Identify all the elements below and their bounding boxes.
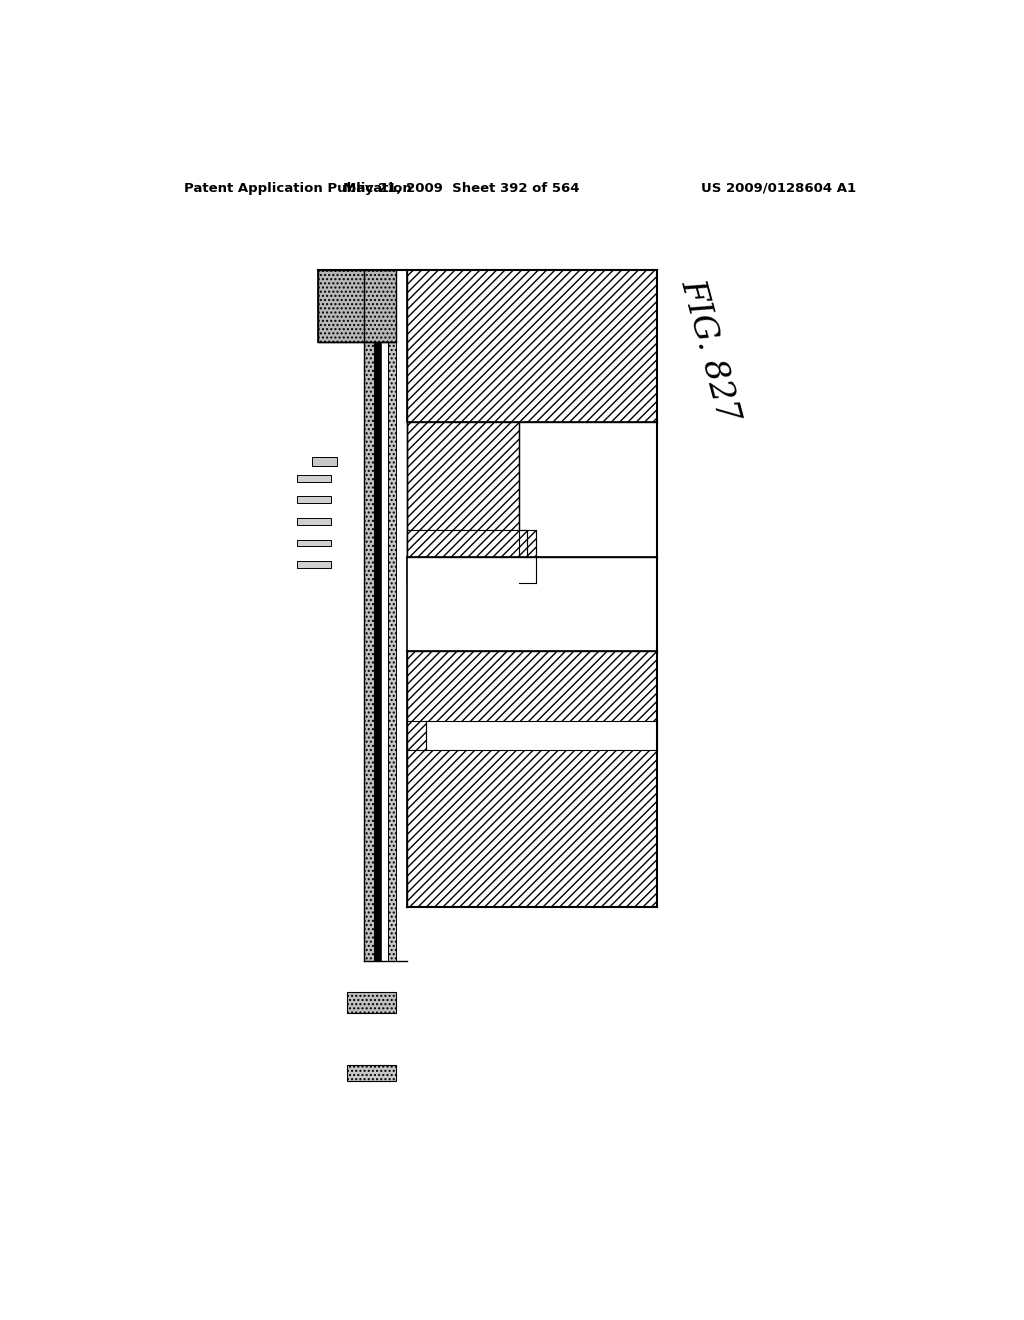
Bar xyxy=(388,271,396,961)
Bar xyxy=(297,561,331,568)
Bar xyxy=(297,496,331,503)
Bar xyxy=(346,991,396,1014)
Bar xyxy=(346,1065,396,1081)
Bar xyxy=(407,271,656,422)
Bar xyxy=(317,271,396,342)
Bar xyxy=(426,721,656,750)
Text: May 21, 2009  Sheet 392 of 564: May 21, 2009 Sheet 392 of 564 xyxy=(343,182,580,194)
Bar xyxy=(297,517,331,525)
Bar xyxy=(365,271,375,961)
Bar xyxy=(407,529,537,583)
Bar xyxy=(297,540,331,546)
Bar xyxy=(407,422,519,583)
Bar xyxy=(381,271,388,961)
Bar xyxy=(407,557,656,651)
Text: Patent Application Publication: Patent Application Publication xyxy=(183,182,412,194)
Text: FIG. 827: FIG. 827 xyxy=(675,276,743,426)
Bar xyxy=(407,529,527,557)
Bar xyxy=(297,475,331,482)
Bar xyxy=(375,271,381,961)
Bar xyxy=(312,457,337,466)
Text: US 2009/0128604 A1: US 2009/0128604 A1 xyxy=(701,182,856,194)
Bar xyxy=(407,651,656,907)
